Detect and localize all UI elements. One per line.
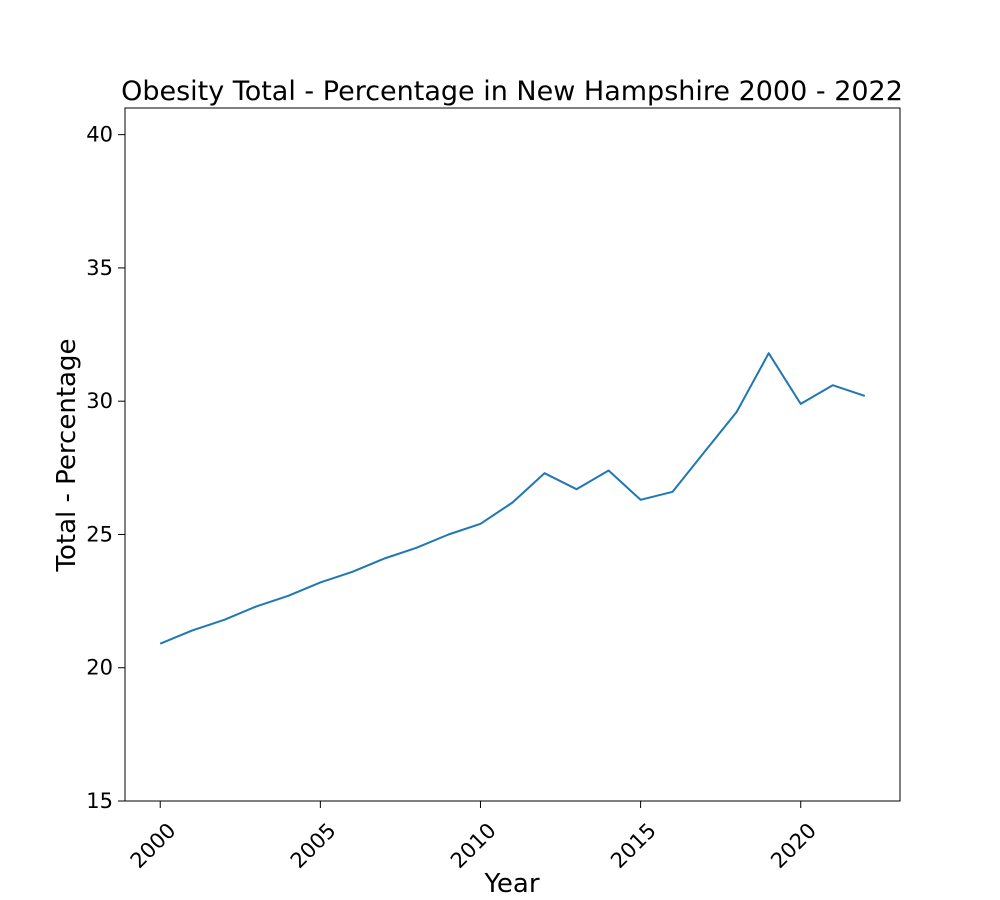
y-tick-label: 20 (86, 656, 113, 680)
plot-area-frame (124, 107, 901, 802)
series-line (159, 352, 866, 645)
x-tick-label: 2020 (766, 818, 821, 873)
y-axis-label: Total - Percentage (52, 339, 82, 573)
y-tick-label: 35 (86, 256, 113, 280)
y-tick-label: 40 (86, 123, 113, 147)
x-tick-label: 2015 (606, 818, 661, 873)
y-tick-label: 25 (86, 522, 113, 546)
y-tick-label: 30 (86, 389, 113, 413)
y-tick-label: 15 (86, 789, 113, 813)
x-tick-label: 2000 (126, 818, 181, 873)
x-axis-label: Year (483, 869, 539, 899)
chart-title: Obesity Total - Percentage in New Hampsh… (121, 76, 903, 107)
series-group (159, 352, 866, 645)
axis-ticks: 15 20 25 30 35 40 2000 2005 2010 2015 2020 (86, 123, 821, 873)
x-tick-label: 2005 (286, 818, 341, 873)
x-tick-label: 2010 (446, 818, 501, 873)
